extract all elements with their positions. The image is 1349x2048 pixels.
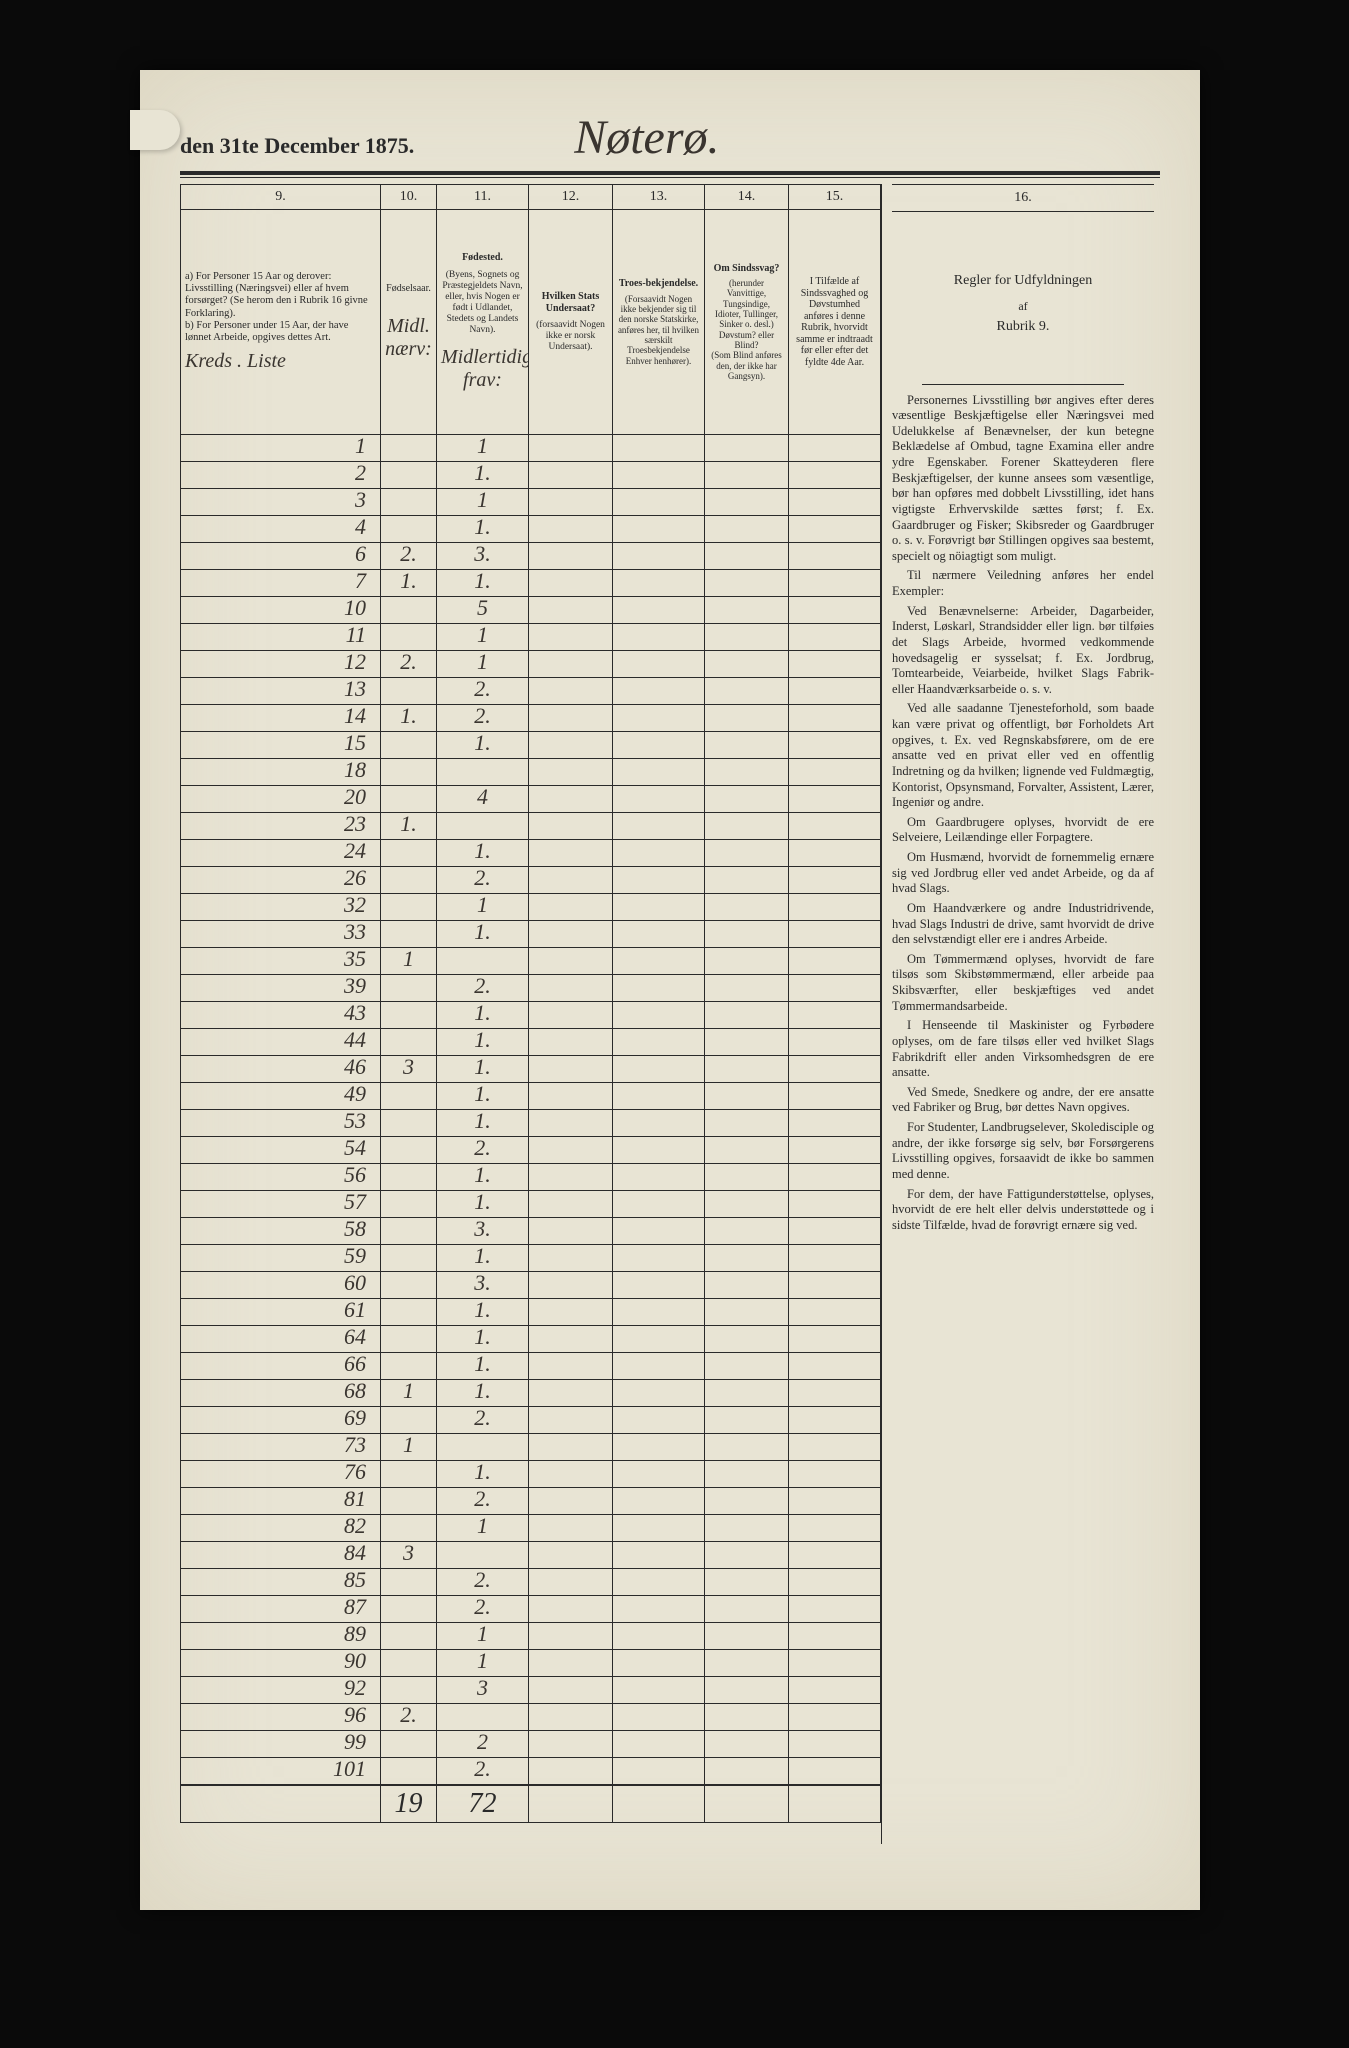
table-row: 962. (181, 1704, 881, 1731)
rule-heavy (180, 171, 1160, 175)
table-row: 1012. (181, 1758, 881, 1786)
instr-p6: Om Husmænd, hvorvidt de fornemmelig ernæ… (892, 850, 1154, 897)
table-row: 852. (181, 1569, 881, 1596)
table-row: 872. (181, 1596, 881, 1623)
col-num-9: 9. (181, 185, 381, 210)
table-row: 71.1. (181, 570, 881, 597)
instr-p12: For dem, der have Fattigunderstøttelse, … (892, 1187, 1154, 1234)
table-row: 901 (181, 1650, 881, 1677)
column-number-row: 9.10.11.12.13.14.15. (181, 185, 881, 210)
table-row: 891 (181, 1623, 881, 1650)
instr-p5: Om Gaardbrugere oplyses, hvorvidt de ere… (892, 815, 1154, 846)
header-row: den 31te December 1875. Nøterø. (180, 110, 1160, 165)
table-row: 731 (181, 1434, 881, 1461)
instructions-column: 16. Regler for Udfyldningen af Rubrik 9.… (881, 184, 1160, 1844)
table-row: 431. (181, 1002, 881, 1029)
total-c11: 72 (437, 1785, 529, 1823)
table-row: 41. (181, 516, 881, 543)
total-c10: 19 (381, 1785, 437, 1823)
table-row: 241. (181, 840, 881, 867)
table-row: 105 (181, 597, 881, 624)
table-row: 821 (181, 1515, 881, 1542)
table-row: 571. (181, 1191, 881, 1218)
ledger-body: 1121.3141.62.3.71.1.105111122.1132.141.2… (181, 435, 881, 1786)
table-row: 531. (181, 1110, 881, 1137)
instr-p1: Personernes Livsstilling bør angives eft… (892, 393, 1154, 565)
regler-sub: af (892, 299, 1154, 318)
table-row: 761. (181, 1461, 881, 1488)
table-row: 692. (181, 1407, 881, 1434)
instr-p4: Ved alle saadanne Tjenesteforhold, som b… (892, 701, 1154, 810)
table-row: 603. (181, 1272, 881, 1299)
table-row: 111 (181, 624, 881, 651)
table-row: 141.2. (181, 705, 881, 732)
divider (922, 384, 1124, 385)
rule-thin (180, 177, 1160, 178)
table-row: 18 (181, 759, 881, 786)
table-row: 231. (181, 813, 881, 840)
table-row: 331. (181, 921, 881, 948)
col16-number: 16. (892, 184, 1154, 212)
table-row: 6811. (181, 1380, 881, 1407)
instr-p9: I Henseende til Maskinister og Fyrbødere… (892, 1018, 1154, 1081)
regler-rubrik: Rubrik 9. (892, 318, 1154, 376)
instr-p8: Om Tømmermænd oplyses, hvorvidt de fare … (892, 952, 1154, 1015)
table-row: 611. (181, 1299, 881, 1326)
instr-p3: Ved Benævnelserne: Arbeider, Dagarbeider… (892, 604, 1154, 698)
ledger-table: 9.10.11.12.13.14.15. a) For Personer 15 … (180, 184, 881, 1823)
col-num-13: 13. (613, 185, 705, 210)
table-row: 843 (181, 1542, 881, 1569)
instr-p2: Til nærmere Veiledning anføres her endel… (892, 568, 1154, 599)
table-row: 4631. (181, 1056, 881, 1083)
table-row: 542. (181, 1137, 881, 1164)
table-row: 923 (181, 1677, 881, 1704)
table-row: 992 (181, 1731, 881, 1758)
table-row: 204 (181, 786, 881, 813)
col-num-10: 10. (381, 185, 437, 210)
table-row: 661. (181, 1353, 881, 1380)
totals-row: 19 72 (181, 1785, 881, 1823)
col-num-15: 15. (789, 185, 881, 210)
table-row: 132. (181, 678, 881, 705)
date-line: den 31te December 1875. (180, 133, 414, 159)
table-row: 122.1 (181, 651, 881, 678)
script-title: Nøterø. (574, 110, 719, 165)
table-row: 591. (181, 1245, 881, 1272)
ledger-table-area: 9.10.11.12.13.14.15. a) For Personer 15 … (180, 184, 881, 1844)
col-num-12: 12. (529, 185, 613, 210)
document-page: den 31te December 1875. Nøterø. 9.10.11.… (140, 70, 1200, 1910)
table-row: 21. (181, 462, 881, 489)
instr-p11: For Studenter, Landbrugselever, Skoledis… (892, 1120, 1154, 1183)
table-row: 491. (181, 1083, 881, 1110)
col-num-11: 11. (437, 185, 529, 210)
table-row: 151. (181, 732, 881, 759)
table-row: 31 (181, 489, 881, 516)
table-row: 583. (181, 1218, 881, 1245)
table-row: 62.3. (181, 543, 881, 570)
table-row: 392. (181, 975, 881, 1002)
table-row: 641. (181, 1326, 881, 1353)
table-row: 262. (181, 867, 881, 894)
col-num-14: 14. (705, 185, 789, 210)
table-row: 321 (181, 894, 881, 921)
column-header-row: a) For Personer 15 Aar og derover: Livss… (181, 210, 881, 435)
instr-p10: Ved Smede, Snedkere og andre, der ere an… (892, 1085, 1154, 1116)
content-area: 9.10.11.12.13.14.15. a) For Personer 15 … (180, 184, 1160, 1844)
regler-heading: Regler for Udfyldningen (892, 212, 1154, 300)
table-row: 812. (181, 1488, 881, 1515)
table-row: 11 (181, 435, 881, 462)
table-row: 561. (181, 1164, 881, 1191)
table-row: 351 (181, 948, 881, 975)
table-row: 441. (181, 1029, 881, 1056)
instr-p7: Om Haandværkere og andre Industridrivend… (892, 901, 1154, 948)
